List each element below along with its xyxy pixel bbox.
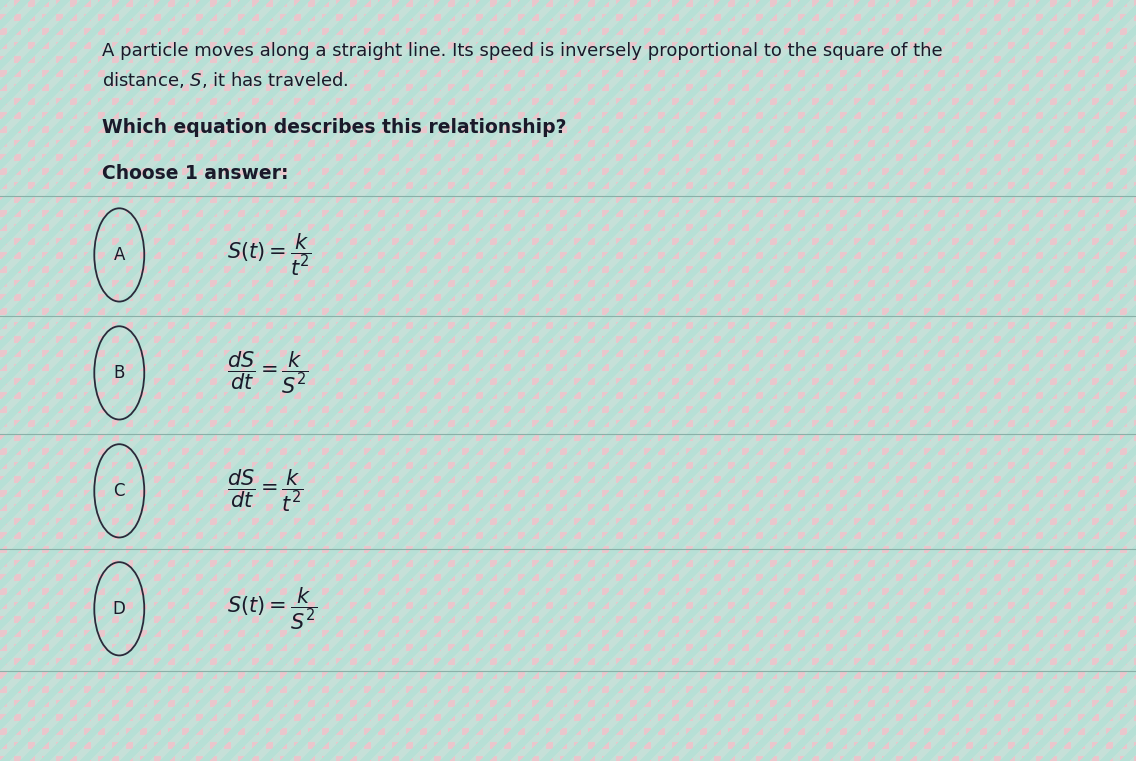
Text: $S(t) = \dfrac{k}{S^2}$: $S(t) = \dfrac{k}{S^2}$ <box>227 586 317 632</box>
Text: distance, $S$, it has traveled.: distance, $S$, it has traveled. <box>102 70 349 90</box>
Text: C: C <box>114 482 125 500</box>
Text: B: B <box>114 364 125 382</box>
Text: A: A <box>114 246 125 264</box>
Text: Which equation describes this relationship?: Which equation describes this relationsh… <box>102 118 567 137</box>
Text: Choose 1 answer:: Choose 1 answer: <box>102 164 289 183</box>
Text: D: D <box>112 600 126 618</box>
Text: A particle moves along a straight line. Its speed is inversely proportional to t: A particle moves along a straight line. … <box>102 42 943 60</box>
Text: $\dfrac{dS}{dt} = \dfrac{k}{t^2}$: $\dfrac{dS}{dt} = \dfrac{k}{t^2}$ <box>227 468 303 514</box>
Text: $S(t) = \dfrac{k}{t^2}$: $S(t) = \dfrac{k}{t^2}$ <box>227 232 312 278</box>
Text: $\dfrac{dS}{dt} = \dfrac{k}{S^2}$: $\dfrac{dS}{dt} = \dfrac{k}{S^2}$ <box>227 350 309 396</box>
